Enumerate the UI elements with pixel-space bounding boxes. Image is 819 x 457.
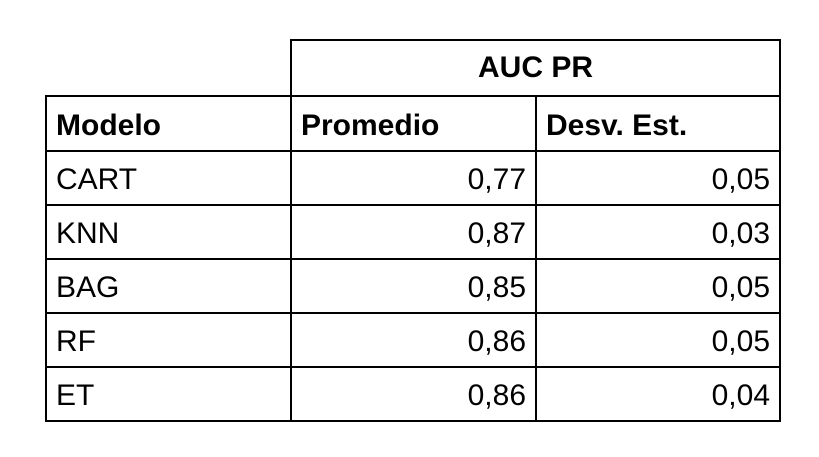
table-row: CART 0,77 0,05 — [45, 150, 781, 206]
column-header-row: Modelo Promedio Desv. Est. — [45, 95, 781, 152]
model-name-cell: RF — [45, 312, 292, 368]
std-value-cell: 0,04 — [535, 366, 781, 422]
table-row: KNN 0,87 0,03 — [45, 204, 781, 260]
results-table-container: AUC PR Modelo Promedio Desv. Est. CART 0… — [45, 39, 781, 422]
model-name-cell: KNN — [45, 204, 292, 260]
empty-corner-cell — [46, 40, 292, 97]
model-name-cell: CART — [45, 150, 292, 206]
std-value-cell: 0,05 — [535, 312, 781, 368]
mean-value-cell: 0,77 — [290, 150, 537, 206]
group-header-auc-pr: AUC PR — [290, 39, 781, 97]
std-value-cell: 0,05 — [535, 150, 781, 206]
table-row: RF 0,86 0,05 — [45, 312, 781, 368]
column-header-mean: Promedio — [290, 95, 537, 152]
column-header-model: Modelo — [45, 95, 292, 152]
mean-value-cell: 0,86 — [290, 366, 537, 422]
mean-value-cell: 0,86 — [290, 312, 537, 368]
mean-value-cell: 0,87 — [290, 204, 537, 260]
std-value-cell: 0,03 — [535, 204, 781, 260]
group-header-row: AUC PR — [46, 39, 781, 97]
std-value-cell: 0,05 — [535, 258, 781, 314]
column-header-std: Desv. Est. — [535, 95, 781, 152]
table-row: ET 0,86 0,04 — [45, 366, 781, 422]
model-name-cell: BAG — [45, 258, 292, 314]
model-name-cell: ET — [45, 366, 292, 422]
table-row: BAG 0,85 0,05 — [45, 258, 781, 314]
results-table: AUC PR Modelo Promedio Desv. Est. CART 0… — [45, 39, 781, 422]
mean-value-cell: 0,85 — [290, 258, 537, 314]
